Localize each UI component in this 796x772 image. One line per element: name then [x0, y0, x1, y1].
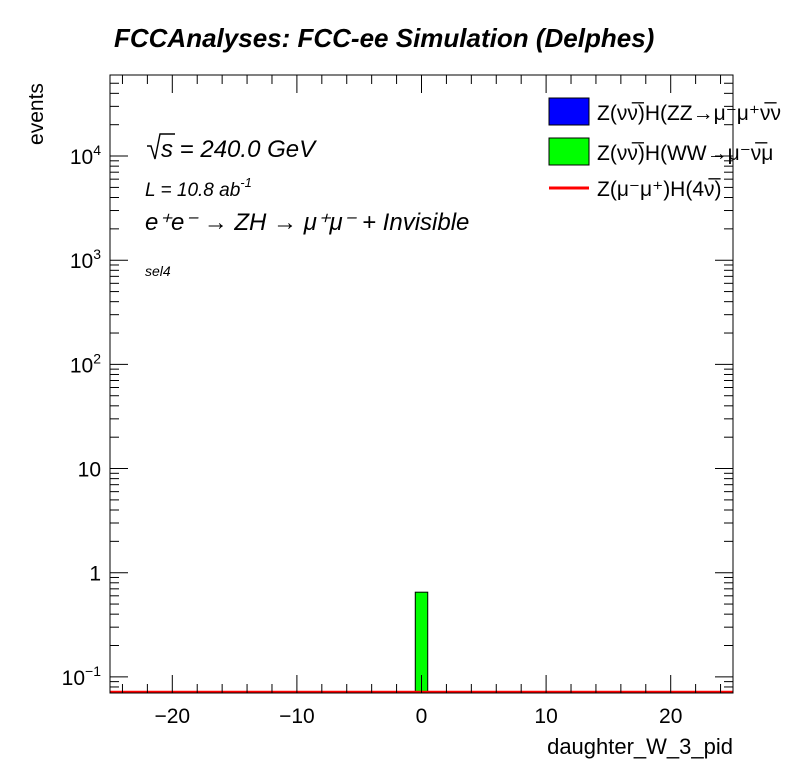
sqrt-s-text: s = 240.0 GeV	[161, 136, 317, 163]
y-tick-label: 1	[89, 563, 101, 586]
legend-swatch	[548, 137, 590, 166]
y-axis-label: events	[25, 83, 48, 145]
legend-label: Z(νν̅)H(WW→μ⁻ν̅μ	[597, 142, 773, 165]
plot-frame	[109, 74, 734, 694]
y-tick-label: 10	[78, 459, 101, 482]
legend-label: Z(μ⁻μ⁺)H(4ν̅)	[597, 178, 722, 201]
y-tick-label: 103	[70, 246, 101, 273]
y-tick-label: 10−1	[62, 663, 102, 690]
chart-title: FCCAnalyses: FCC-ee Simulation (Delphes)	[114, 23, 654, 53]
x-tick-label: 10	[534, 705, 557, 728]
luminosity-exponent: -1	[240, 175, 252, 190]
y-tick-label: 102	[70, 350, 101, 377]
luminosity-label: L = 10.8 ab-1	[145, 175, 252, 201]
annotation-sqrt-s: s = 240.0 GeV	[147, 133, 317, 163]
luminosity-text: L = 10.8 ab	[145, 180, 240, 201]
x-tick-label: −10	[279, 705, 315, 728]
selection-label: sel4	[145, 263, 171, 279]
axis-ticks: −20 −10 0 10 20 10−1 1 10 102 103 104	[62, 74, 733, 728]
x-tick-label: 20	[659, 705, 682, 728]
legend: Z(νν̅)H(ZZ→μ⁻μ⁺ν̅ν Z(νν̅)H(WW→μ⁻ν̅μ Z(μ⁻μ⁺…	[548, 97, 781, 201]
legend-label: Z(νν̅)H(ZZ→μ⁻μ⁺ν̅ν	[597, 102, 781, 125]
x-axis-label: daughter_W_3_pid	[547, 734, 733, 759]
legend-swatch	[548, 97, 590, 126]
sqrt-symbol	[147, 133, 175, 160]
process-label: e⁺e⁻ → ZH → μ⁺μ⁻ + Invisible	[145, 209, 469, 236]
x-tick-label: 0	[416, 705, 428, 728]
y-tick-label: 104	[70, 142, 101, 169]
x-tick-label: −20	[154, 705, 190, 728]
